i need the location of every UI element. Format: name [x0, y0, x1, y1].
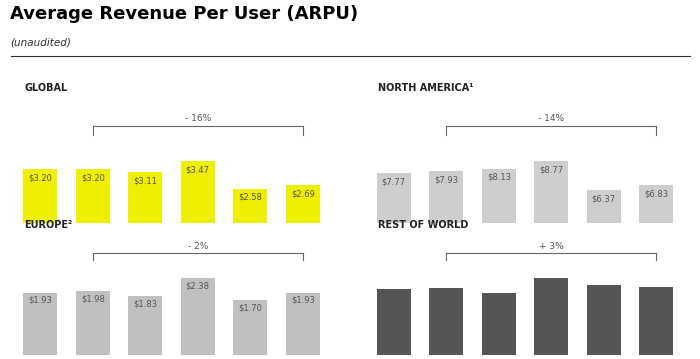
Text: $1.10: $1.10 [540, 281, 563, 290]
Text: (unaudited): (unaudited) [10, 38, 71, 48]
Text: $1.93: $1.93 [290, 296, 315, 305]
Text: REST OF WORLD: REST OF WORLD [378, 220, 468, 230]
Text: $1.98: $1.98 [80, 294, 105, 303]
Text: $1.70: $1.70 [238, 303, 262, 312]
Text: $8.13: $8.13 [486, 173, 511, 182]
Bar [76, 291, 110, 355]
Text: $6.37: $6.37 [592, 195, 616, 204]
Bar [286, 293, 320, 355]
Text: EUROPE²: EUROPE² [25, 220, 73, 230]
Bar [587, 190, 621, 269]
Text: GLOBAL: GLOBAL [25, 83, 68, 93]
Text: $7.93: $7.93 [434, 176, 458, 185]
Bar [534, 161, 568, 269]
Text: $3.20: $3.20 [80, 173, 105, 182]
Text: $3.11: $3.11 [133, 176, 158, 185]
Text: $2.69: $2.69 [290, 190, 315, 199]
Text: - 2%: - 2% [188, 242, 208, 251]
Bar [482, 293, 516, 355]
Text: $7.77: $7.77 [382, 177, 406, 186]
Bar [534, 278, 568, 355]
Bar [639, 185, 673, 269]
Bar [128, 296, 162, 355]
Bar [429, 171, 463, 269]
Text: Average Revenue Per User (ARPU): Average Revenue Per User (ARPU) [10, 5, 358, 23]
Bar [23, 293, 57, 355]
Bar [639, 286, 673, 355]
Bar [76, 169, 110, 269]
Text: $0.96: $0.96 [434, 291, 458, 300]
Text: - 16%: - 16% [185, 114, 211, 123]
Text: $0.95: $0.95 [382, 292, 405, 301]
Text: $2.58: $2.58 [238, 193, 262, 202]
Text: $1.83: $1.83 [133, 299, 158, 308]
Bar [377, 289, 411, 355]
Bar [181, 161, 215, 269]
Text: $3.47: $3.47 [186, 165, 210, 174]
Text: NORTH AMERICA¹: NORTH AMERICA¹ [378, 83, 473, 93]
Bar [377, 173, 411, 269]
Bar [128, 172, 162, 269]
Bar [233, 188, 267, 269]
Bar [181, 278, 215, 355]
Bar [429, 288, 463, 355]
Bar [482, 169, 516, 269]
Text: $3.20: $3.20 [28, 173, 52, 182]
Text: $0.98: $0.98 [644, 290, 668, 299]
Text: $1.00: $1.00 [592, 288, 615, 297]
Bar [587, 285, 621, 355]
Text: $8.77: $8.77 [539, 165, 564, 174]
Text: $1.93: $1.93 [28, 296, 52, 305]
Bar [286, 185, 320, 269]
Bar [23, 169, 57, 269]
Text: + 3%: + 3% [539, 242, 564, 251]
Text: $0.89: $0.89 [486, 296, 511, 305]
Text: $2.38: $2.38 [186, 281, 210, 290]
Text: - 14%: - 14% [538, 114, 564, 123]
Bar [233, 300, 267, 355]
Text: $6.83: $6.83 [644, 189, 668, 198]
